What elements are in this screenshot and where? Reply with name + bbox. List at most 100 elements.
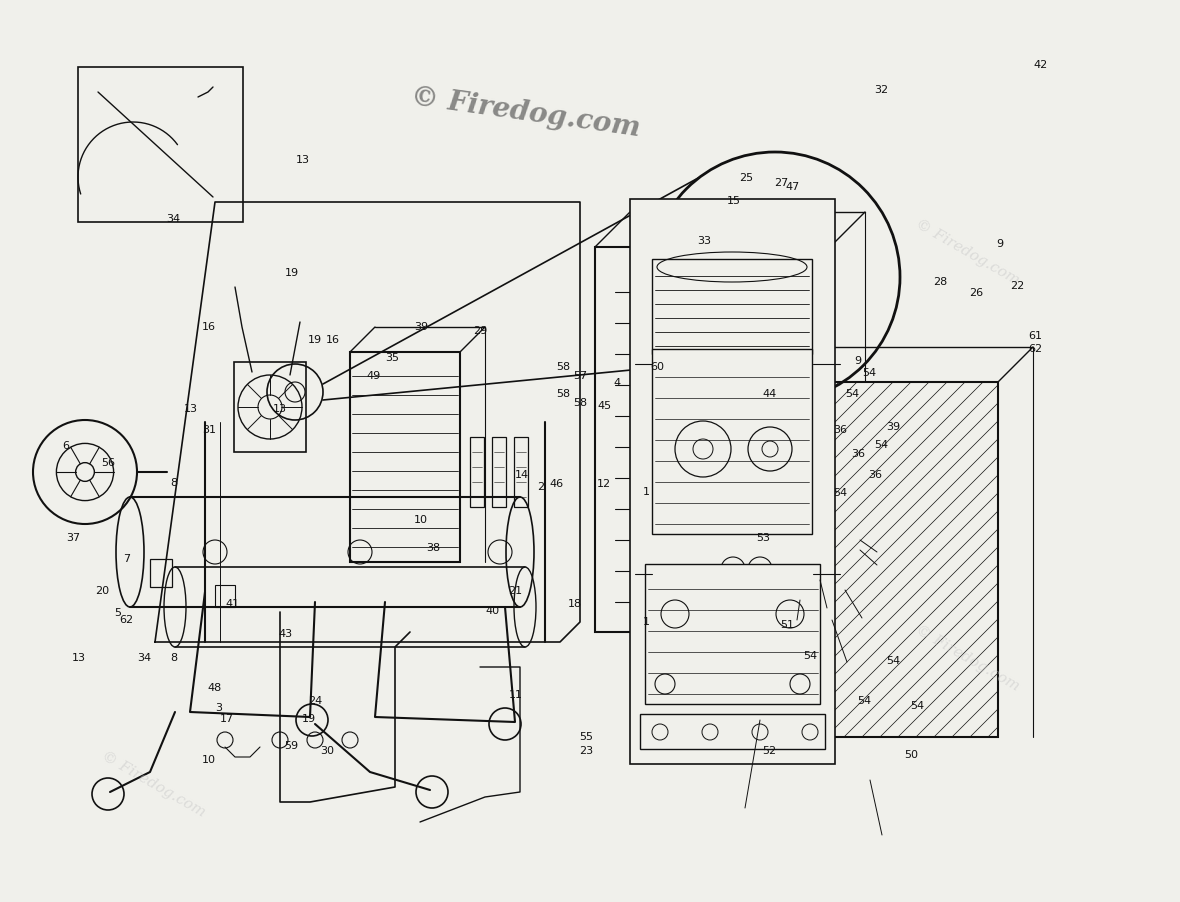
Text: 11: 11 [509, 689, 523, 700]
Text: 5: 5 [114, 608, 122, 619]
Text: 17: 17 [219, 713, 234, 724]
Text: 58: 58 [556, 389, 570, 400]
Text: © Firedog.com: © Firedog.com [408, 83, 642, 143]
Bar [215, 585, 235, 607]
Text: 7: 7 [123, 554, 130, 565]
Text: 36: 36 [868, 470, 883, 481]
Text: 16: 16 [326, 335, 340, 345]
Text: 35: 35 [385, 353, 399, 364]
Bar [150, 559, 172, 587]
Text: 54: 54 [874, 439, 889, 450]
Text: 21: 21 [509, 585, 523, 596]
Text: 62: 62 [1028, 344, 1042, 354]
Text: 55: 55 [579, 732, 594, 742]
Text: 54: 54 [886, 656, 900, 667]
Bar [350, 352, 460, 562]
Text: 28: 28 [933, 277, 948, 288]
Circle shape [76, 463, 94, 482]
Text: 50: 50 [904, 750, 918, 760]
Text: 2: 2 [537, 482, 544, 492]
Text: 40: 40 [485, 605, 499, 616]
Text: 10: 10 [202, 755, 216, 766]
Text: 61: 61 [1028, 330, 1042, 341]
Text: 6: 6 [63, 441, 70, 452]
Text: 9: 9 [996, 238, 1003, 249]
Text: 47: 47 [786, 181, 800, 192]
Text: 46: 46 [550, 479, 564, 490]
Text: 58: 58 [573, 398, 588, 409]
Text: 1: 1 [643, 486, 650, 497]
Bar [630, 199, 835, 764]
Bar [653, 349, 812, 534]
Bar [78, 67, 243, 222]
Text: 62: 62 [119, 614, 133, 625]
Text: 13: 13 [296, 154, 310, 165]
Bar [234, 362, 306, 452]
Bar [492, 437, 506, 507]
Text: 36: 36 [851, 448, 865, 459]
Text: © Firedog.com: © Firedog.com [99, 750, 208, 820]
Text: 18: 18 [568, 599, 582, 610]
Text: 48: 48 [208, 683, 222, 694]
Text: 31: 31 [202, 425, 216, 436]
Text: 49: 49 [367, 371, 381, 382]
Text: 23: 23 [579, 746, 594, 757]
Text: 60: 60 [650, 362, 664, 373]
Text: 37: 37 [66, 533, 80, 544]
Text: 19: 19 [302, 713, 316, 724]
Text: 45: 45 [597, 400, 611, 411]
Text: 38: 38 [426, 542, 440, 553]
Bar [470, 437, 484, 507]
Text: 26: 26 [969, 288, 983, 299]
Text: © Firedog.com: © Firedog.com [913, 623, 1022, 694]
Text: 54: 54 [863, 367, 877, 378]
Text: 27: 27 [774, 178, 788, 189]
Circle shape [759, 261, 791, 293]
Text: 25: 25 [739, 172, 753, 183]
Text: 13: 13 [273, 403, 287, 414]
Text: 8: 8 [170, 653, 177, 664]
Text: 51: 51 [780, 620, 794, 630]
Text: 15: 15 [727, 196, 741, 207]
Text: © Firedog.com: © Firedog.com [913, 217, 1022, 288]
Text: 52: 52 [762, 746, 776, 757]
Text: 34: 34 [166, 214, 181, 225]
Text: 44: 44 [762, 389, 776, 400]
Bar [595, 247, 830, 632]
Text: 13: 13 [184, 403, 198, 414]
Text: 14: 14 [514, 470, 529, 481]
Text: 16: 16 [202, 322, 216, 333]
Text: 10: 10 [414, 515, 428, 526]
Text: 12: 12 [597, 479, 611, 490]
Text: 34: 34 [137, 653, 151, 664]
Text: 24: 24 [308, 695, 322, 706]
Text: 19: 19 [284, 268, 299, 279]
Text: 30: 30 [320, 746, 334, 757]
Text: 41: 41 [225, 599, 240, 610]
Bar [514, 437, 527, 507]
Bar [645, 564, 820, 704]
Text: 22: 22 [1010, 281, 1024, 291]
Text: 20: 20 [96, 585, 110, 596]
Text: 42: 42 [1034, 60, 1048, 70]
Bar [660, 355, 805, 369]
Bar [653, 259, 812, 354]
Bar [640, 714, 825, 749]
Text: 13: 13 [72, 653, 86, 664]
Text: 33: 33 [697, 235, 712, 246]
Text: 53: 53 [756, 533, 771, 544]
Text: 36: 36 [833, 425, 847, 436]
Text: 54: 54 [845, 389, 859, 400]
Text: 58: 58 [556, 362, 570, 373]
Text: 32: 32 [874, 85, 889, 96]
Bar [660, 377, 805, 391]
Text: 4: 4 [614, 378, 621, 389]
Text: 39: 39 [414, 322, 428, 333]
Bar [789, 382, 998, 737]
Text: 56: 56 [101, 457, 116, 468]
Text: 43: 43 [278, 629, 293, 640]
Text: 54: 54 [804, 650, 818, 661]
Text: 54: 54 [910, 701, 924, 712]
Text: 19: 19 [308, 335, 322, 345]
Text: 59: 59 [284, 741, 299, 751]
